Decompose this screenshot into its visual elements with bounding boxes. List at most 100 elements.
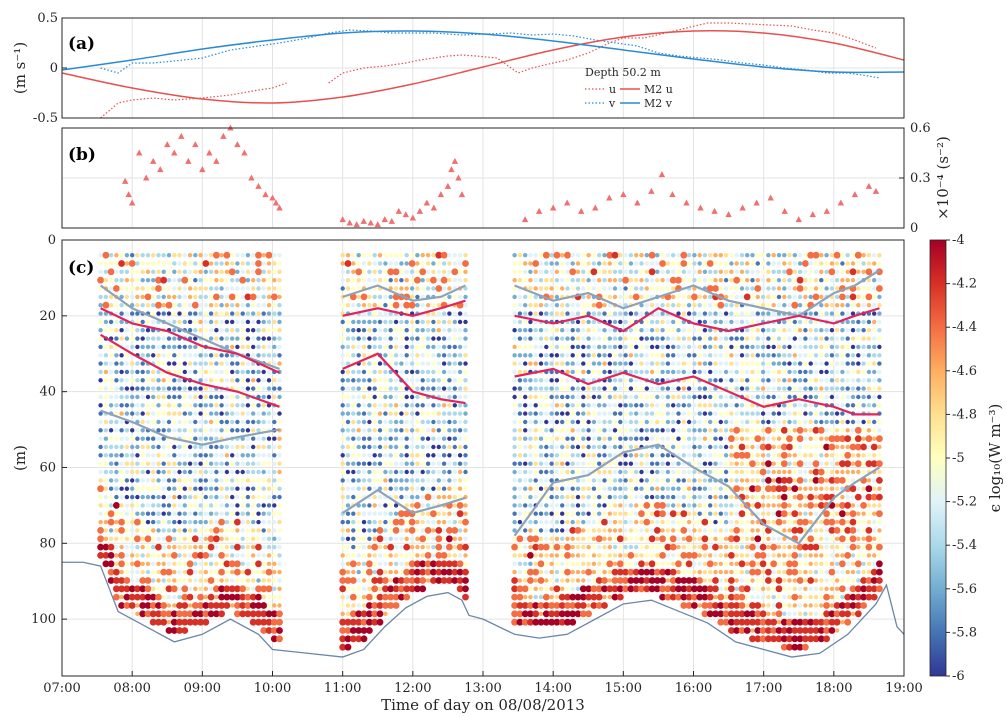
- dissipation-dot: [565, 311, 570, 316]
- dissipation-dot: [745, 461, 750, 466]
- dissipation-dot: [409, 436, 415, 441]
- dissipation-dot: [420, 353, 425, 358]
- dissipation-dot: [135, 503, 140, 508]
- dissipation-dot: [425, 411, 431, 416]
- dissipation-dot: [135, 294, 140, 300]
- dissipation-dot: [360, 635, 368, 643]
- dissipation-dot: [124, 336, 130, 341]
- dissipation-dot: [634, 561, 639, 566]
- dissipation-dot: [356, 586, 361, 591]
- dissipation-dot: [356, 444, 361, 450]
- dissipation-dot: [456, 585, 464, 593]
- dissipation-dot: [166, 519, 172, 525]
- dissipation-dot: [549, 428, 554, 433]
- dissipation-dot: [177, 411, 182, 416]
- dissipation-dot: [198, 328, 203, 333]
- dissipation-dot: [203, 419, 208, 425]
- dissipation-dot: [145, 419, 151, 425]
- dissipation-dot: [176, 627, 183, 634]
- dissipation-dot: [240, 286, 245, 291]
- dissipation-dot: [560, 536, 565, 541]
- dissipation-dot: [713, 503, 718, 508]
- dissipation-dot: [420, 553, 425, 558]
- dissipation-dot: [708, 303, 713, 308]
- dissipation-dot: [733, 627, 741, 634]
- dissipation-dot: [581, 469, 586, 475]
- dissipation-dot: [701, 610, 709, 618]
- dissipation-dot: [512, 378, 517, 383]
- dissipation-dot: [447, 261, 452, 266]
- dissipation-dot: [549, 361, 554, 366]
- dissipation-dot: [528, 319, 533, 325]
- dissipation-dot: [187, 436, 193, 441]
- dissipation-dot: [607, 294, 612, 300]
- dissipation-dot: [660, 303, 665, 308]
- dissipation-dot: [367, 444, 372, 450]
- dissipation-dot: [251, 528, 256, 533]
- dissipation-dot: [463, 511, 468, 516]
- dissipation-dot: [393, 486, 399, 491]
- dissipation-dot: [409, 461, 415, 466]
- n2-marker: [458, 191, 466, 198]
- dissipation-dot: [135, 361, 140, 366]
- dissipation-dot: [771, 328, 776, 333]
- dissipation-dot: [665, 453, 671, 458]
- dissipation-dot: [187, 278, 193, 283]
- dissipation-dot: [436, 319, 441, 325]
- dissipation-dot: [187, 528, 193, 533]
- dissipation-dot: [266, 544, 272, 550]
- dissipation-dot: [554, 486, 560, 491]
- dissipation-dot: [517, 303, 523, 308]
- dissipation-dot: [256, 444, 261, 450]
- dissipation-dot: [266, 294, 272, 300]
- dissipation-dot: [399, 419, 404, 425]
- dissipation-dot: [266, 328, 272, 333]
- dissipation-dot: [398, 518, 405, 526]
- dissipation-dot: [565, 344, 570, 350]
- dissipation-dot: [207, 610, 215, 618]
- dissipation-dot: [135, 478, 140, 483]
- dissipation-dot: [766, 594, 771, 600]
- dissipation-dot: [193, 519, 198, 525]
- dissipation-dot: [393, 511, 399, 516]
- dissipation-dot: [554, 311, 560, 316]
- dissipation-dot: [161, 528, 166, 533]
- dissipation-dot: [766, 561, 771, 566]
- dissipation-dot: [739, 536, 745, 541]
- dissipation-dot: [660, 403, 665, 408]
- dissipation-dot: [602, 478, 607, 483]
- dissipation-dot: [581, 253, 586, 258]
- dissipation-dot: [665, 528, 671, 533]
- dissipation-dot: [628, 561, 634, 566]
- dissipation-dot: [644, 528, 649, 533]
- dissipation-dot: [119, 461, 124, 466]
- dissipation-dot: [585, 610, 592, 618]
- dissipation-dot: [618, 419, 623, 425]
- dissipation-dot: [713, 486, 718, 491]
- dissipation-dot: [607, 436, 612, 441]
- dissipation-dot: [749, 485, 756, 493]
- dissipation-dot: [387, 543, 395, 551]
- dissipation-dot: [671, 469, 676, 475]
- dissipation-dot: [265, 251, 273, 259]
- dissipation-dot: [108, 344, 114, 350]
- dissipation-dot: [723, 361, 729, 366]
- dissipation-dot: [431, 536, 436, 541]
- dissipation-dot: [718, 486, 723, 491]
- dissipation-dot: [361, 269, 367, 274]
- dissipation-dot: [393, 394, 399, 400]
- dissipation-dot: [372, 428, 377, 433]
- dissipation-dot: [356, 394, 361, 400]
- dissipation-dot: [771, 269, 776, 274]
- dissipation-dot: [420, 303, 425, 308]
- dissipation-dot: [766, 544, 771, 550]
- dissipation-dot: [436, 419, 441, 425]
- dissipation-dot: [655, 394, 660, 400]
- dissipation-dot: [166, 594, 172, 600]
- dissipation-dot: [463, 536, 468, 541]
- dissipation-dot: [214, 369, 219, 375]
- dissipation-dot: [399, 478, 404, 483]
- dissipation-dot: [570, 328, 575, 333]
- dissipation-dot: [701, 602, 709, 609]
